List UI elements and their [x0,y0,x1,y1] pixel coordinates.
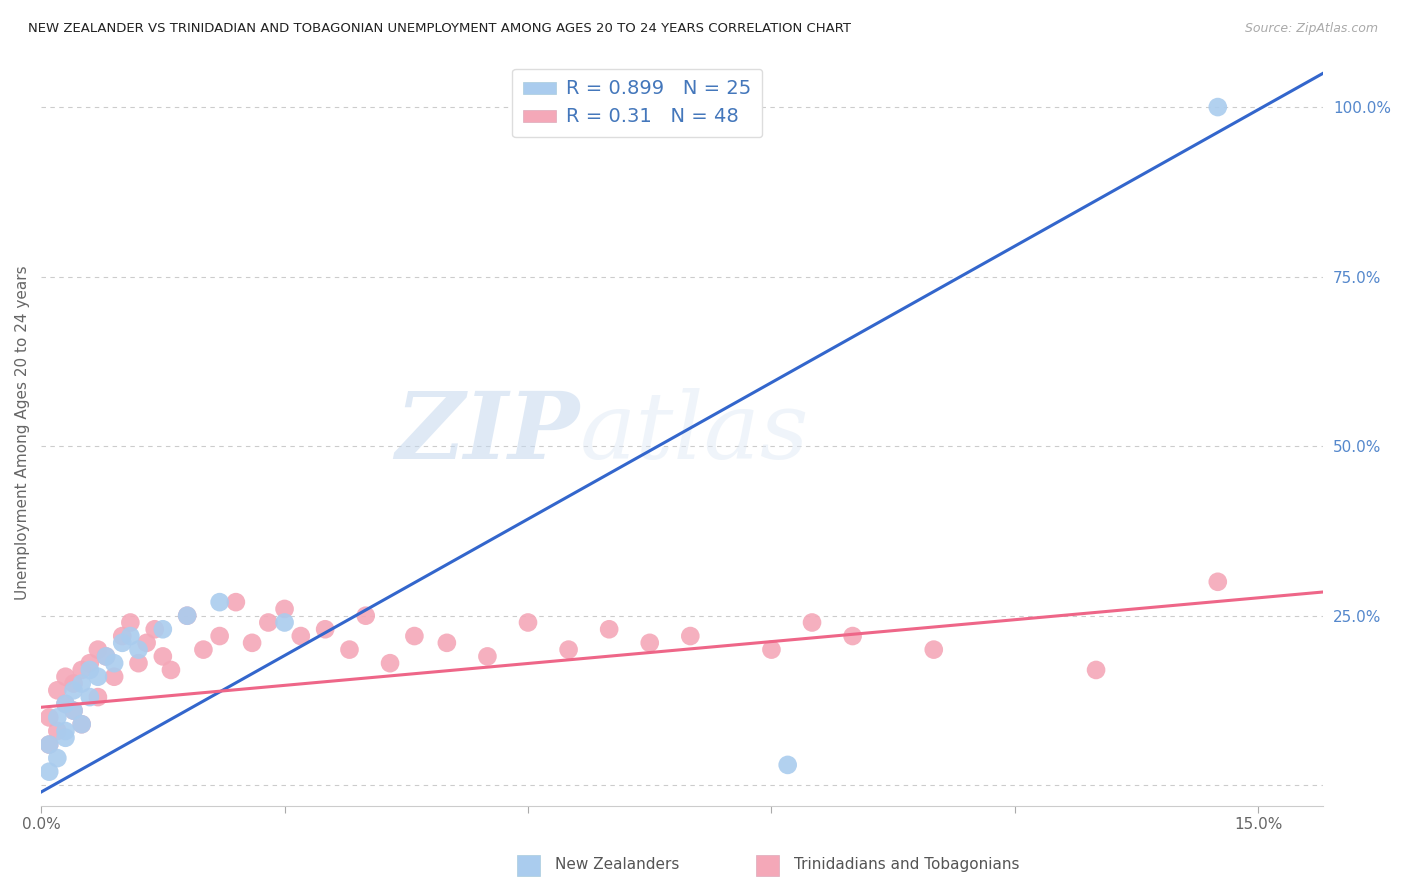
Point [55,697,77,711]
Point [273,615,295,630]
Point [160,663,183,677]
Point [208,629,231,643]
Point [436,636,458,650]
Point [87,690,110,704]
Point [922,642,945,657]
Point [94,649,117,664]
Point [94,649,117,664]
Point [176,608,198,623]
Point [1206,574,1229,589]
Point [120,615,142,630]
Text: NEW ZEALANDER VS TRINIDADIAN AND TOBAGONIAN UNEMPLOYMENT AMONG AGES 20 TO 24 YEA: NEW ZEALANDER VS TRINIDADIAN AND TOBAGON… [28,22,851,36]
Text: Source: ZipAtlas.com: Source: ZipAtlas.com [1244,22,1378,36]
Point [240,636,263,650]
Point [79,656,101,670]
Point [143,622,166,636]
Point [62,704,84,718]
Point [314,622,336,636]
Point [841,629,863,643]
Point [1085,663,1108,677]
Point [62,683,84,698]
Point [638,636,661,650]
Point [38,738,60,752]
Text: ZIP: ZIP [395,388,579,477]
Point [761,642,783,657]
Point [55,724,77,739]
Point [801,615,824,630]
Point [70,717,93,731]
Point [477,649,499,664]
Point [55,670,77,684]
Point [517,615,540,630]
Point [55,697,77,711]
Point [70,717,93,731]
Point [135,636,157,650]
Point [127,656,149,670]
Point [598,622,620,636]
Point [776,758,799,772]
Point [152,649,174,664]
Point [557,642,579,657]
Point [46,751,69,765]
Point [62,704,84,718]
Point [38,764,60,779]
Point [79,690,101,704]
Point [111,636,134,650]
Point [70,676,93,690]
Point [46,710,69,724]
Point [62,676,84,690]
Point [87,642,110,657]
Y-axis label: Unemployment Among Ages 20 to 24 years: Unemployment Among Ages 20 to 24 years [15,265,30,600]
Point [176,608,198,623]
Point [46,683,69,698]
Point [103,670,125,684]
Point [79,663,101,677]
Point [404,629,426,643]
Text: atlas: atlas [579,388,808,477]
Text: Trinidadians and Tobagonians: Trinidadians and Tobagonians [794,857,1019,872]
Point [257,615,280,630]
Legend: R = 0.899   N = 25, R = 0.31   N = 48: R = 0.899 N = 25, R = 0.31 N = 48 [512,69,762,137]
Point [290,629,312,643]
Point [208,595,231,609]
Point [111,629,134,643]
Point [38,710,60,724]
Point [87,670,110,684]
Point [354,608,377,623]
Point [38,738,60,752]
Point [225,595,247,609]
Point [378,656,401,670]
Point [193,642,215,657]
Point [152,622,174,636]
Point [103,656,125,670]
Point [273,602,295,616]
Text: New Zealanders: New Zealanders [555,857,679,872]
Point [46,724,69,739]
Point [120,629,142,643]
Point [70,663,93,677]
Point [1206,100,1229,114]
Point [127,642,149,657]
Point [679,629,702,643]
Point [339,642,361,657]
Point [55,731,77,745]
